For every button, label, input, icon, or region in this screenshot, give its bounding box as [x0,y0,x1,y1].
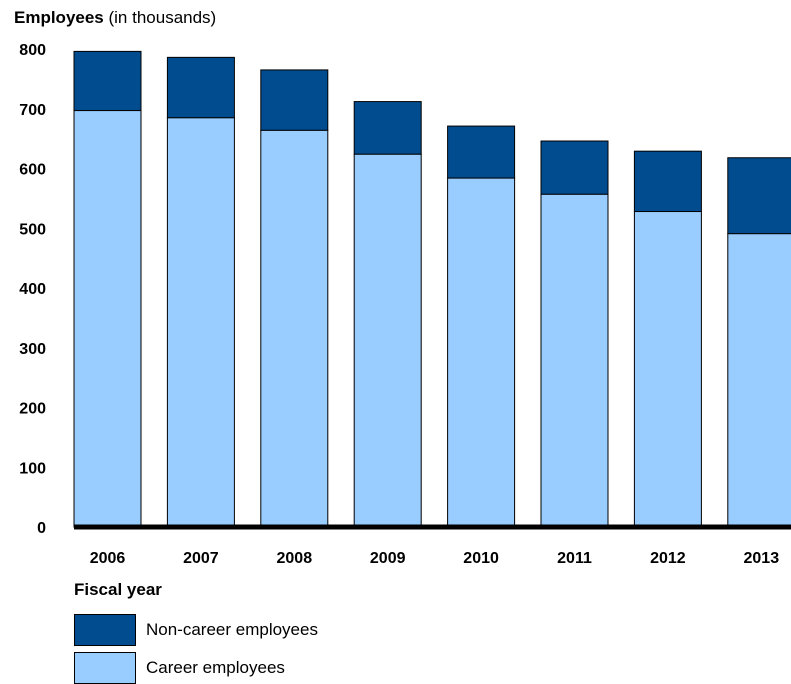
y-tick-label: 300 [19,341,46,358]
x-tick-label: 2009 [370,550,406,567]
y-axis-title-bold: Employees [14,8,104,27]
y-tick-label: 200 [19,401,46,418]
y-tick-label: 500 [19,221,46,238]
bar-career-2012 [633,211,702,528]
bar-non-career-2012 [633,150,702,213]
y-tick-label: 0 [37,520,46,537]
bar-non-career-2006 [73,50,142,112]
x-tick-label: 2008 [277,550,313,567]
x-tick-label: 2013 [744,550,780,567]
x-tick-label: 2007 [183,550,219,567]
legend-item-non-career: Non-career employees [74,614,318,646]
legend-label-career: Career employees [146,658,285,677]
bar-non-career-2009 [353,101,422,155]
y-tick-label: 700 [19,102,46,119]
bar-career-2008 [260,129,329,528]
x-tick-label: 2010 [463,550,499,567]
legend-swatch-career [74,652,136,684]
legend-label-non-career: Non-career employees [146,620,318,639]
y-tick-label: 400 [19,281,46,298]
legend-swatch-non-career [74,614,136,646]
bar-career-2013 [727,233,791,528]
y-tick-label: 800 [19,42,46,59]
x-tick-label: 2012 [650,550,686,567]
stacked-bar-chart: 0 100 200 300 400 500 600 700 800 2006 2007 2008 200… [19,42,791,567]
bar-career-2009 [353,153,422,528]
x-tick-label: 2006 [90,550,126,567]
bar-career-2006 [73,110,142,528]
bar-non-career-2011 [540,140,609,195]
bar-non-career-2010 [447,125,516,179]
y-tick-label: 600 [19,162,46,179]
y-tick-label: 100 [19,460,46,477]
y-axis-title-units: (in thousands) [103,8,217,27]
bar-non-career-2007 [166,56,235,119]
bar-career-2007 [166,117,235,528]
x-tick-label: 2011 [557,550,592,567]
bar-career-2010 [447,177,516,528]
x-axis-title: Fiscal year [74,580,162,599]
y-axis-title: Employees (in thousands) [14,8,216,28]
bar-non-career-2008 [260,69,329,131]
bar-career-2011 [540,193,609,528]
legend-item-career: Career employees [74,652,285,684]
bar-non-career-2013 [727,157,791,235]
